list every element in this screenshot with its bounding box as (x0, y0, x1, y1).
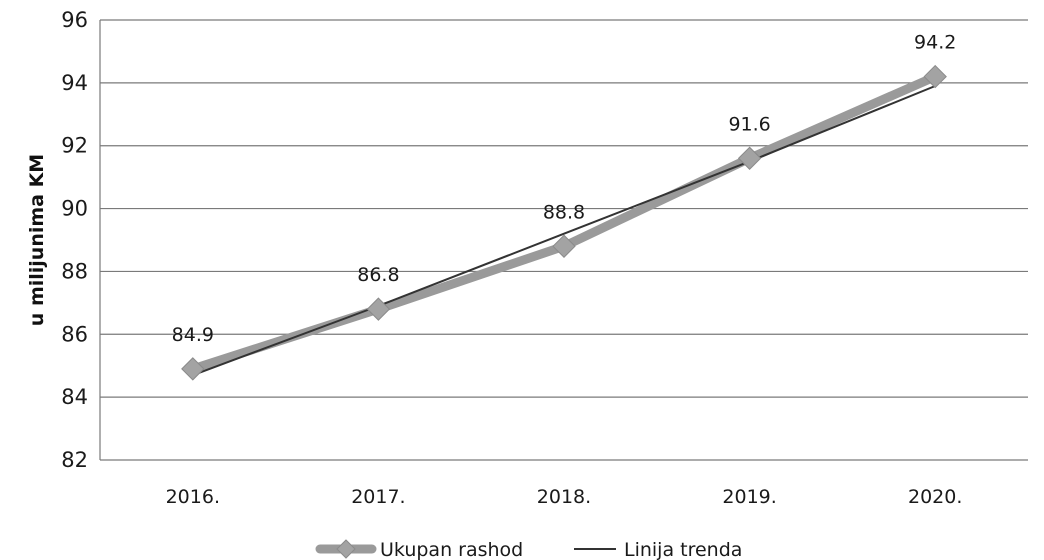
y-tick-label: 92 (61, 134, 88, 158)
y-tick-label: 96 (61, 8, 88, 32)
x-tick-label: 2017. (351, 486, 405, 508)
data-label: 88.8 (543, 201, 585, 223)
y-tick-labels: 82 84 86 88 90 92 94 96 (61, 8, 88, 472)
x-tick-label: 2020. (908, 486, 962, 508)
data-point-diamond-icon (923, 64, 947, 89)
series (181, 64, 947, 381)
legend-item-ukupan-rashod: Ukupan rashod (315, 539, 523, 560)
x-tick-labels: 2016. 2017. 2018. 2019. 2020. (166, 486, 963, 508)
x-tick-label: 2019. (722, 486, 776, 508)
gridlines (100, 19, 1028, 461)
legend-marker-diamond-icon (336, 539, 356, 559)
y-tick-label: 86 (61, 322, 88, 346)
data-label: 91.6 (728, 113, 770, 135)
data-point-diamond-icon (737, 146, 762, 170)
x-tick-label: 2018. (537, 486, 591, 508)
data-labels: 84.9 86.8 88.8 91.6 94.2 (172, 32, 957, 346)
legend-label-ukupan-rashod: Ukupan rashod (380, 539, 523, 560)
y-tick-label: 84 (61, 385, 88, 409)
data-point-diamond-icon (181, 357, 205, 381)
y-tick-label: 82 (61, 448, 88, 472)
data-label: 94.2 (914, 32, 956, 54)
y-tick-label: 90 (61, 197, 88, 221)
data-point-diamond-icon (366, 297, 391, 321)
legend-label-linija-trenda: Linija trenda (624, 539, 742, 560)
x-tick-label: 2016. (166, 486, 220, 508)
data-label: 84.9 (172, 324, 214, 346)
y-tick-label: 94 (61, 71, 88, 95)
legend-item-linija-trenda: Linija trenda (574, 539, 742, 560)
legend: Ukupan rashod Linija trenda (315, 539, 742, 560)
y-axis-label: u milijunima KM (26, 154, 48, 326)
y-tick-label: 88 (61, 259, 88, 283)
data-point-diamond-icon (552, 234, 576, 258)
data-label: 86.8 (357, 264, 399, 286)
series-line-linija-trenda (192, 85, 936, 377)
